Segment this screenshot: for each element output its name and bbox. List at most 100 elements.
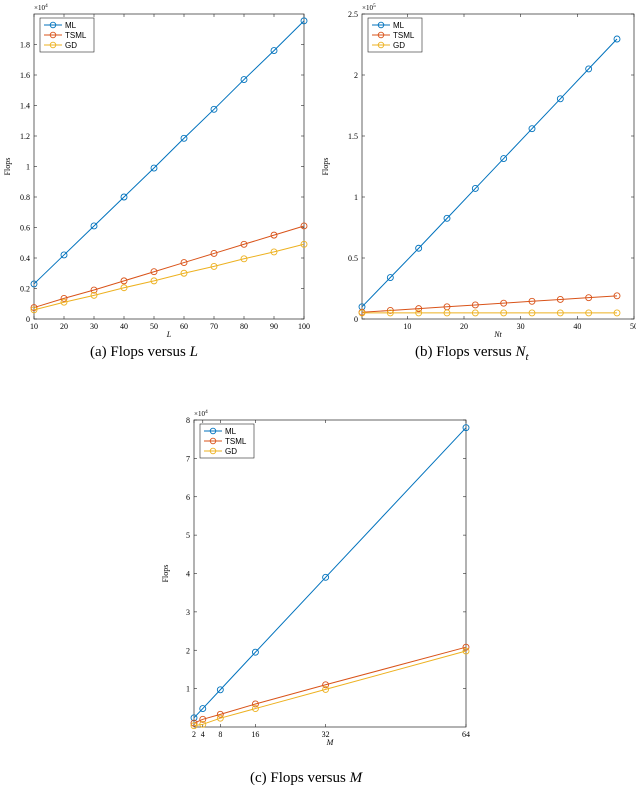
legend-label-tsml: TSML: [393, 31, 415, 40]
data-point-ml: [415, 244, 423, 252]
x-axis-label: M: [326, 738, 335, 747]
data-point-tsml: [30, 304, 38, 312]
caption-b: (b) Flops versus Nt: [415, 344, 529, 363]
data-point-gd: [443, 309, 451, 317]
data-point-tsml: [500, 299, 508, 307]
caption-c-var: M: [349, 770, 363, 786]
y-tick-label: 0: [354, 315, 358, 324]
y-exponent-label: ×105: [362, 3, 376, 12]
y-tick-label: 0.6: [20, 224, 30, 233]
data-point-gd: [150, 277, 158, 285]
legend-marker-tsml: [209, 437, 217, 445]
data-point-tsml: [216, 710, 224, 718]
y-tick-label: 5: [186, 531, 190, 540]
caption-b-var: N: [515, 344, 526, 360]
data-point-gd: [90, 291, 98, 299]
y-tick-label: 0: [26, 315, 30, 324]
series-line-gd: [193, 650, 467, 727]
caption-a-text: Flops versus: [110, 344, 186, 360]
series-line-ml: [193, 427, 467, 719]
data-point-tsml: [150, 268, 158, 276]
series-line-ml: [361, 38, 618, 308]
caption-a: (a) Flops versus L: [90, 344, 198, 361]
x-tick-label: 60: [180, 322, 188, 331]
legend-label-gd: GD: [393, 41, 405, 50]
x-tick-label: 4: [201, 730, 205, 739]
data-point-ml: [556, 95, 564, 103]
y-tick-label: 2: [354, 71, 358, 80]
data-point-gd: [528, 309, 536, 317]
x-tick-label: 40: [573, 322, 581, 331]
caption-a-var: L: [189, 344, 198, 360]
data-point-tsml: [556, 296, 564, 303]
legend-marker-tsml: [377, 31, 385, 39]
data-point-gd: [60, 298, 68, 306]
chart-panel-b: 10 20 30 40 50 0 0.5 1 1.5 2 2.5 ×105 Nt Flops ML TSML G…: [318, 0, 636, 340]
series-line-tsml: [193, 646, 467, 724]
data-point-tsml: [613, 292, 621, 300]
legend-label-ml: ML: [65, 21, 77, 30]
y-tick-label: 0.2: [20, 285, 30, 294]
caption-c-text: Flops versus: [270, 770, 346, 786]
data-point-ml: [120, 193, 128, 201]
x-tick-label: 64: [462, 730, 470, 739]
data-point-tsml: [528, 297, 536, 305]
x-tick-label: 8: [218, 730, 222, 739]
legend-box: [39, 17, 95, 53]
series-line-tsml: [33, 225, 305, 309]
data-point-ml: [251, 648, 259, 656]
y-exponent-label: ×104: [194, 409, 208, 418]
plot-area-frame: [33, 13, 305, 320]
y-axis-label: Flops: [3, 158, 12, 176]
x-tick-label: 10: [403, 322, 411, 331]
data-point-gd: [199, 720, 207, 728]
x-tick-label: 32: [322, 730, 330, 739]
y-tick-label: 1: [354, 193, 358, 202]
legend-marker-ml: [49, 21, 57, 29]
data-point-ml: [150, 164, 158, 172]
data-point-gd: [120, 284, 128, 292]
caption-b-sub: t: [525, 351, 529, 363]
legend-label-tsml: TSML: [225, 437, 247, 446]
data-point-gd: [500, 309, 508, 317]
x-axis-label: Nt: [493, 330, 502, 339]
legend-label-ml: ML: [393, 21, 405, 30]
caption-c: (c) Flops versus M: [250, 770, 362, 787]
data-point-tsml: [322, 681, 330, 689]
data-point-gd: [30, 306, 38, 314]
data-point-gd: [386, 309, 394, 317]
y-tick-label: 1.6: [20, 71, 30, 80]
data-point-gd: [180, 269, 188, 277]
x-tick-label: 2: [192, 730, 196, 739]
x-tick-label: 40: [120, 322, 128, 331]
y-tick-label: 7: [186, 454, 190, 463]
series-line-gd: [33, 243, 305, 311]
data-point-ml: [462, 424, 470, 432]
data-point-ml: [30, 280, 38, 288]
series-line-tsml: [361, 295, 618, 313]
chart-panel-c: 2 4 8 16 32 64 1 2 3 4 5 6 7 8 ×104 M Flops ML TSML GD: [150, 400, 486, 760]
y-axis-label: Flops: [321, 158, 330, 176]
data-point-tsml: [386, 307, 394, 314]
y-tick-label: 1.8: [20, 41, 30, 50]
legend-label-ml: ML: [225, 427, 237, 436]
plot-area-frame: [193, 419, 467, 728]
data-point-tsml: [415, 305, 423, 313]
data-point-ml: [300, 17, 308, 25]
legend-label-tsml: TSML: [65, 31, 87, 40]
x-tick-label: 20: [460, 322, 468, 331]
chart-a-svg: 10 20 30 40 50 60 70 80 90 100 0 0.2 0.4 0.6 0.8 1 1.2 1.…: [3, 3, 310, 339]
x-tick-label: 16: [251, 730, 259, 739]
legend-marker-tsml: [49, 31, 57, 39]
data-point-tsml: [462, 643, 470, 651]
caption-b-tag: (b): [415, 344, 433, 360]
data-point-tsml: [251, 700, 259, 708]
y-tick-label: 3: [186, 608, 190, 617]
data-point-gd: [471, 309, 479, 317]
data-point-ml: [471, 185, 479, 192]
data-point-ml: [199, 705, 207, 713]
data-point-gd: [300, 240, 308, 248]
data-point-ml: [240, 76, 248, 84]
data-point-ml: [216, 686, 224, 694]
data-point-gd: [190, 722, 198, 730]
